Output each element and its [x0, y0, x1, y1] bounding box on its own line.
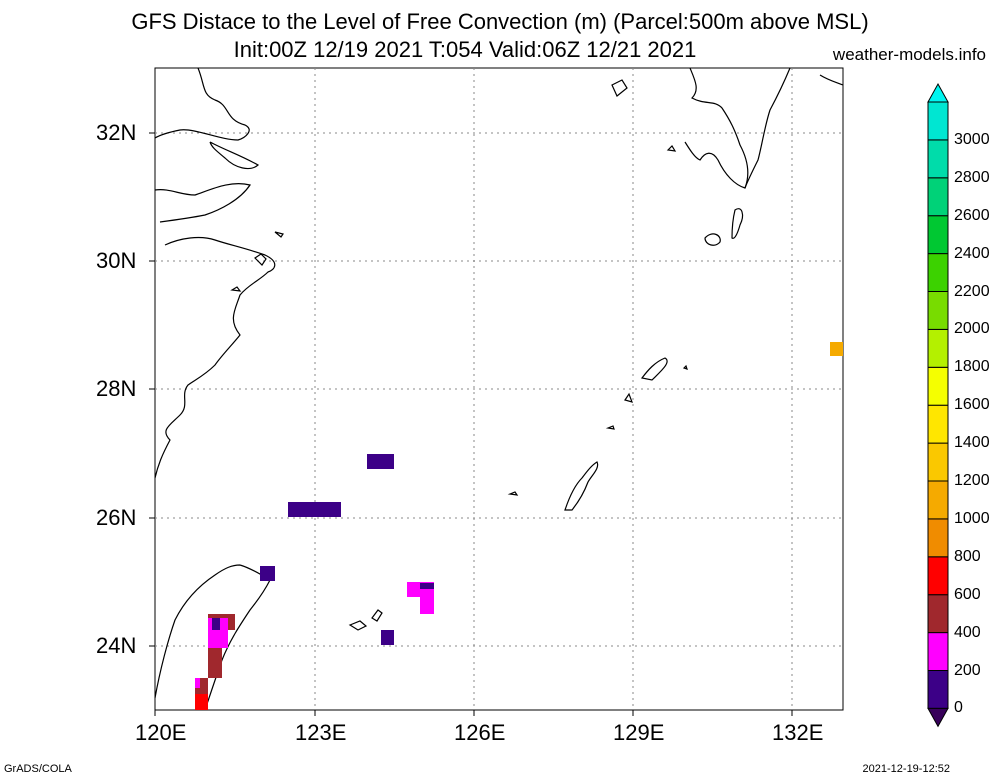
cell-red-tw — [195, 694, 208, 710]
lat-tick-28n: 28N — [96, 376, 137, 401]
colorbar-segment — [927, 253, 949, 293]
colorbar-label: 200 — [954, 661, 981, 679]
yangtze-estuary — [209, 141, 260, 170]
chart-subtitle: Init:00Z 12/19 2021 T:054 Valid:06Z 12/2… — [233, 37, 697, 62]
yaeyama — [348, 609, 383, 631]
data-shading — [195, 342, 843, 710]
shikoku-edge — [819, 74, 844, 86]
colorbar-segment — [927, 632, 949, 671]
lon-tick-123e: 123E — [295, 720, 347, 745]
cell-purple-27n — [367, 454, 394, 469]
china-coast — [154, 67, 250, 141]
colorbar-segment — [927, 594, 949, 634]
footer-timestamp: 2021-12-19-12:52 — [862, 763, 950, 775]
hangzhou-coast — [154, 183, 276, 479]
cell-purple-25n — [260, 566, 275, 581]
kyushu-coast — [684, 67, 749, 189]
colorbar-label: 2000 — [954, 320, 990, 338]
colorbar-segment — [927, 366, 949, 406]
colorbar-label: 1400 — [954, 434, 990, 452]
colorbar-segment — [927, 442, 949, 482]
cell-purple-24n — [381, 630, 394, 645]
coastlines — [154, 67, 844, 711]
colorbar-label: 2600 — [954, 206, 990, 224]
colorbar-label: 600 — [954, 585, 981, 603]
lat-tick-30n: 30N — [96, 248, 137, 273]
lat-tick-32n: 32N — [96, 120, 137, 145]
colorbar-segment — [927, 670, 949, 709]
colorbar-label: 0 — [954, 699, 963, 717]
zhoushan-islands — [230, 231, 284, 292]
colorbar-segment — [927, 480, 949, 520]
japan-east-coast — [744, 67, 791, 189]
colorbar-label: 1200 — [954, 472, 990, 489]
colorbar-label: 1000 — [954, 509, 990, 527]
cell-purple-26n — [288, 502, 341, 517]
colorbar-segment — [927, 328, 949, 368]
tanegashima — [731, 208, 744, 239]
lon-tick-132e: 132E — [772, 720, 824, 745]
lat-tick-26n: 26N — [96, 505, 137, 530]
site-credit: weather-models.info — [832, 45, 986, 64]
colorbar-segment — [927, 101, 949, 141]
small-islets — [507, 364, 688, 496]
cell-magenta-tw2 — [195, 678, 200, 688]
yakushima — [704, 233, 721, 246]
grid-lines — [155, 68, 843, 710]
colorbar-top-arrow — [927, 82, 949, 103]
amami — [640, 357, 668, 381]
colorbar-bottom-arrow — [927, 707, 949, 728]
colorbar-label: 2400 — [954, 244, 990, 262]
colorbar-label: 2200 — [954, 282, 990, 300]
colorbar-label: 800 — [954, 547, 981, 565]
cell-brown-tw2 — [208, 648, 222, 678]
colorbar-segment — [927, 556, 949, 596]
goto-islands — [611, 79, 677, 152]
colorbar-label: 1800 — [954, 358, 990, 376]
lon-tick-120e: 120E — [135, 720, 187, 745]
cell-purple-b — [420, 583, 434, 589]
lon-tick-126e: 126E — [454, 720, 506, 745]
okinawa — [564, 461, 599, 511]
cell-magenta-b — [420, 597, 434, 614]
colorbar-label: 400 — [954, 623, 981, 641]
footer-credit: GrADS/COLA — [4, 763, 72, 775]
colorbar-segment — [927, 291, 949, 330]
colorbar-segment — [927, 518, 949, 558]
colorbar-label: 2800 — [954, 168, 990, 186]
chart-title: GFS Distace to the Level of Free Convect… — [131, 9, 869, 34]
colorbar-label: 1600 — [954, 396, 990, 414]
cell-purple-tw — [212, 618, 220, 630]
colorbar-segment — [927, 404, 949, 444]
cell-orange-28n — [830, 342, 843, 356]
lat-tick-24n: 24N — [96, 633, 137, 658]
colorbar-segment — [927, 139, 949, 179]
colorbar-label: 3000 — [954, 130, 990, 148]
colorbar — [927, 82, 949, 728]
lon-tick-129e: 129E — [613, 720, 665, 745]
colorbar-segment — [927, 215, 949, 255]
tick-marks — [149, 132, 793, 716]
colorbar-segment — [927, 177, 949, 217]
